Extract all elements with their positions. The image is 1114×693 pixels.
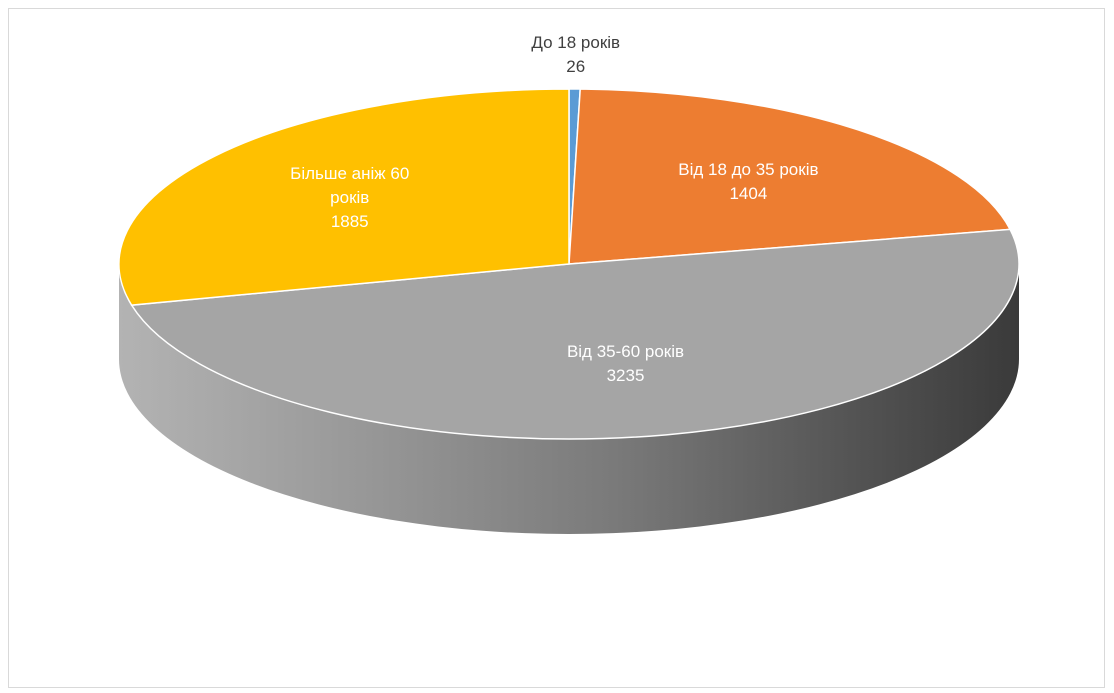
slice-data-label: Більше аніж 60 років 1885 [290, 164, 409, 231]
slice-data-label: Від 35-60 років 3235 [567, 342, 684, 385]
slice-data-label: Від 18 до 35 років 1404 [678, 160, 818, 203]
slice-data-label: До 18 років 26 [531, 33, 620, 76]
pie-slice [118, 88, 570, 306]
pie-chart: До 18 років 26 Від 18 до 35 років 1404 Від 3… [118, 33, 1020, 534]
pie-slice [568, 88, 1012, 265]
chart-area: До 18 років 26 Від 18 до 35 років 1404 Від 3… [8, 8, 1105, 688]
pie-side-wall [119, 264, 1019, 534]
pie-slice [130, 228, 1020, 440]
